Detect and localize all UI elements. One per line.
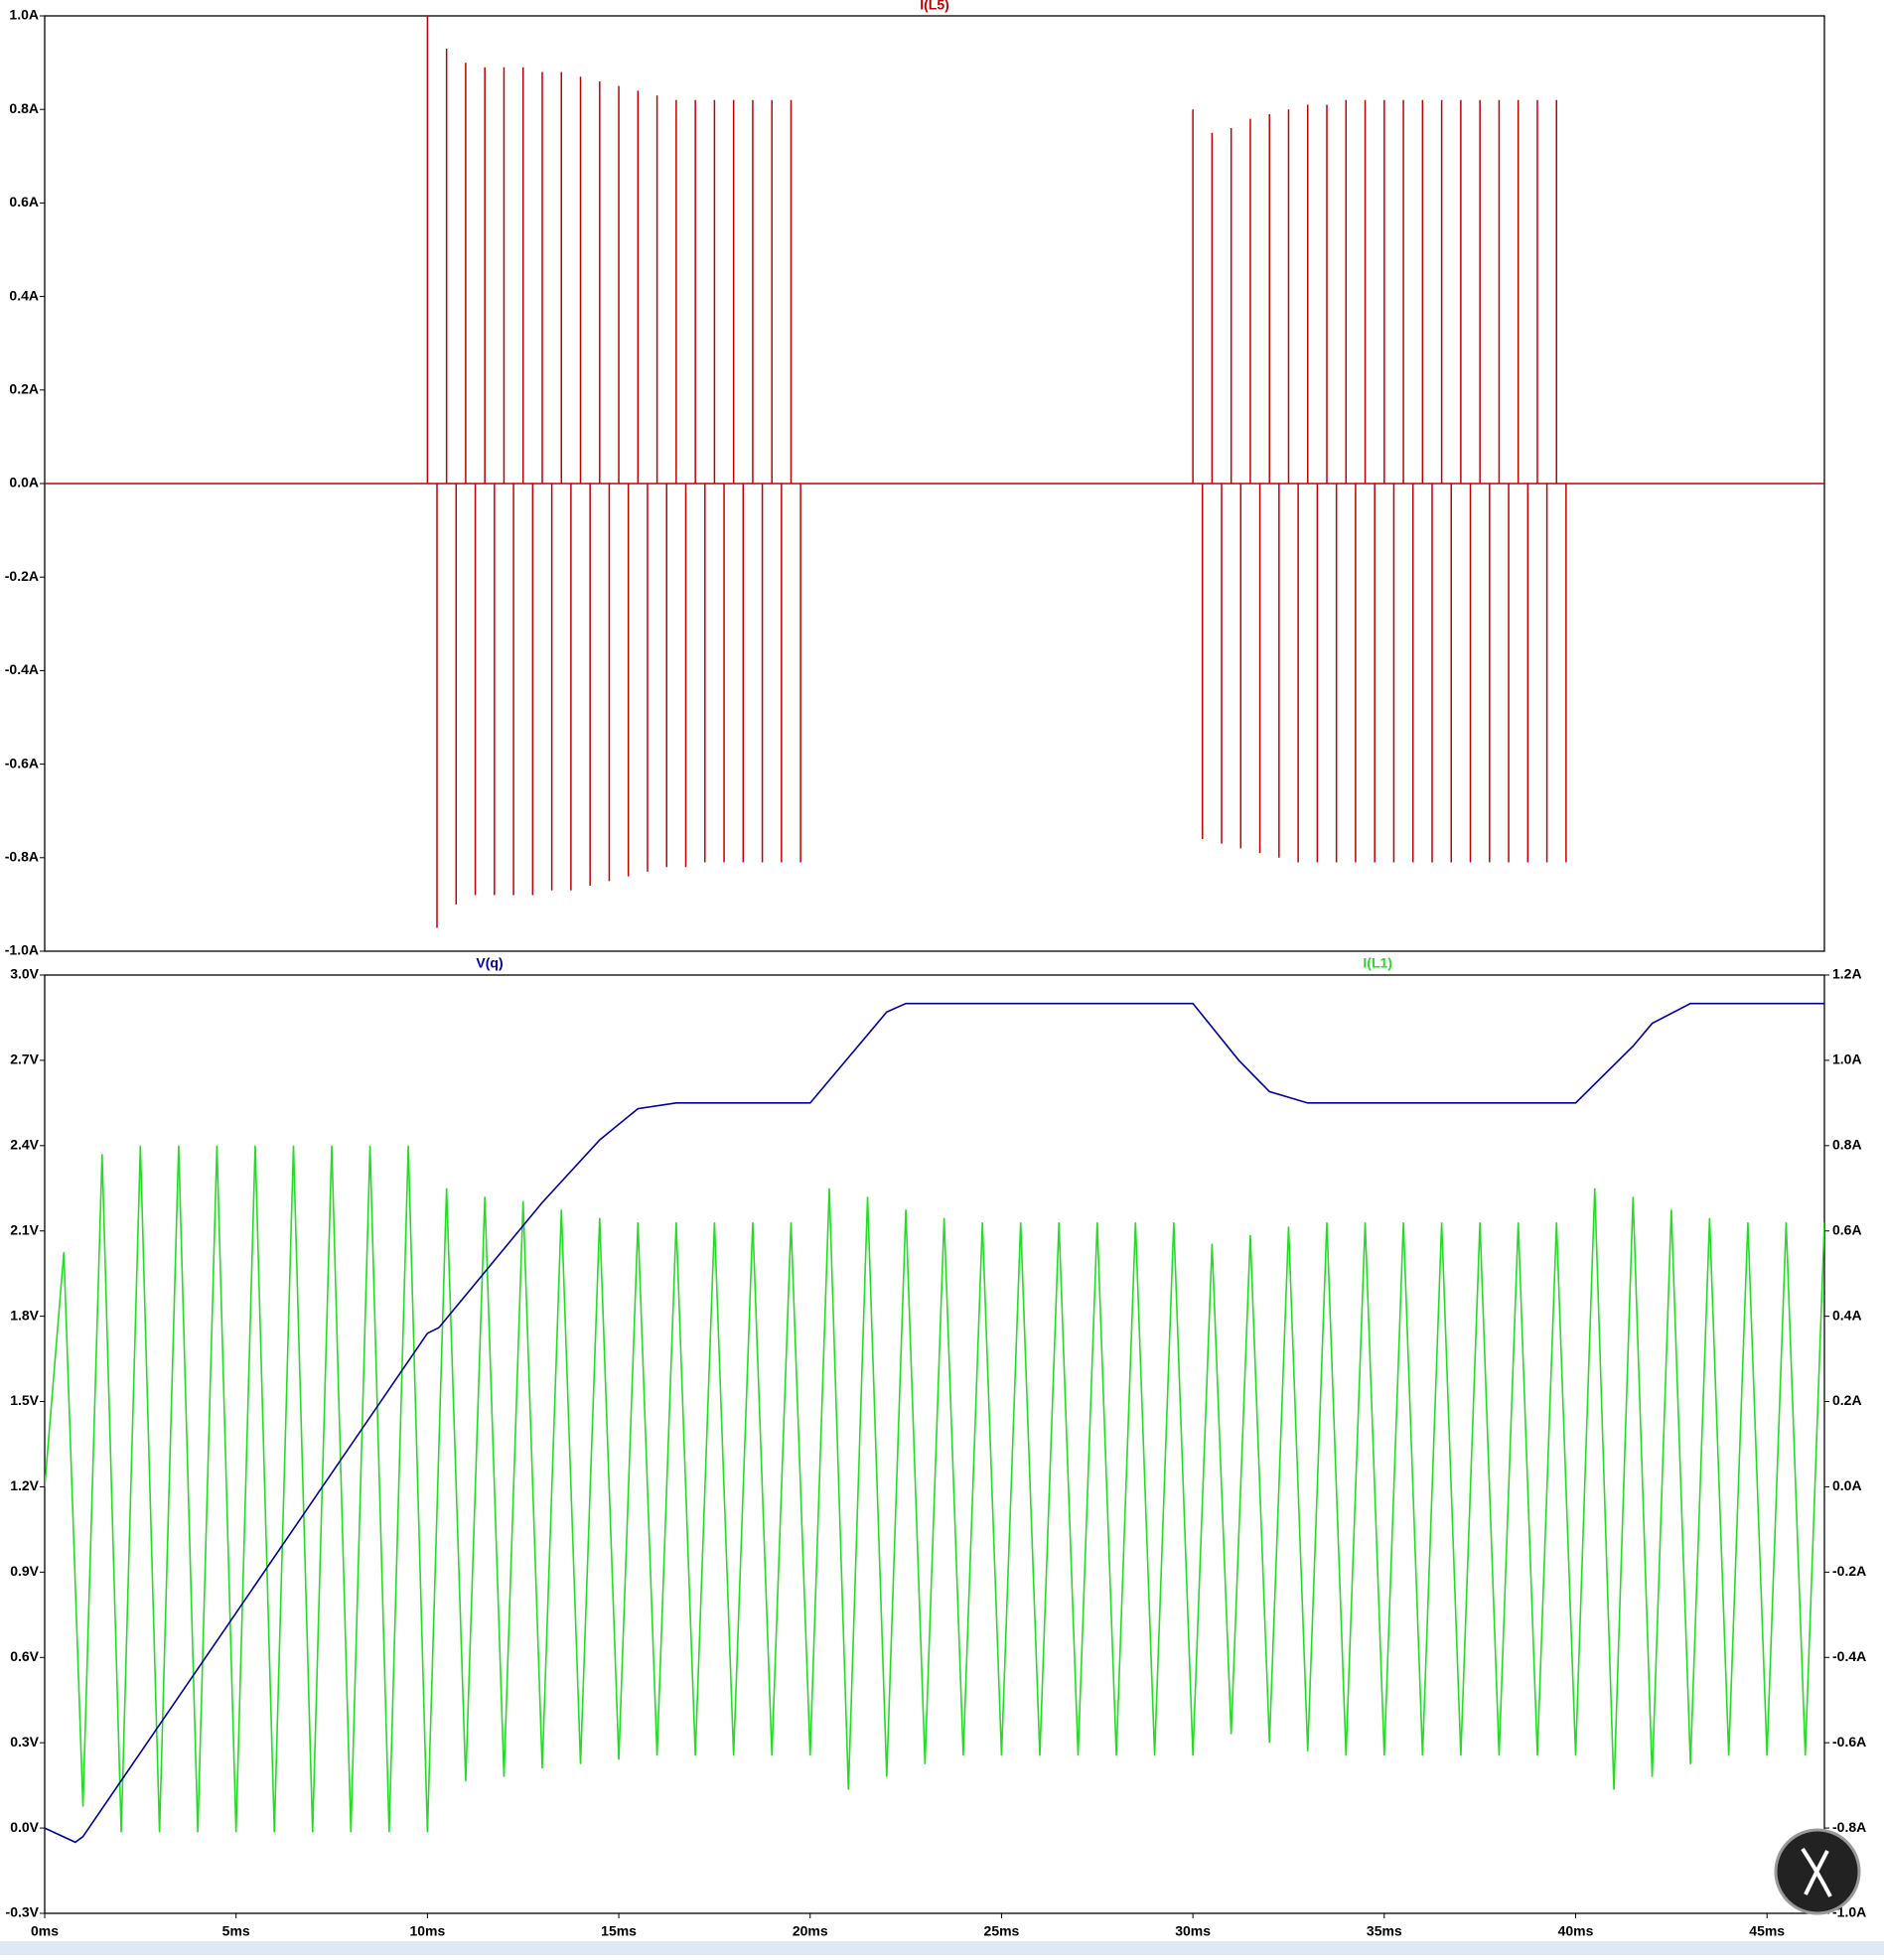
plot-frame: [44, 974, 1825, 1914]
y-tick-label: 1.2V: [10, 1477, 39, 1493]
y-tick-label: 0.6V: [10, 1648, 39, 1664]
x-tick-label: 30ms: [1175, 1923, 1211, 1939]
y-tick-label: -0.6A: [5, 755, 39, 770]
y-tick-label: 3.0V: [10, 966, 39, 982]
y2-tick-label: -0.6A: [1832, 1734, 1866, 1750]
y-tick-label: 0.3V: [10, 1734, 39, 1750]
x-tick-label: 20ms: [793, 1923, 828, 1939]
traces: [45, 16, 1824, 928]
y2-tick-label: 0.4A: [1832, 1307, 1862, 1323]
x-tick-label: 5ms: [222, 1923, 250, 1939]
y-tick-label: -0.4A: [5, 661, 39, 677]
app-logo[interactable]: [1773, 1827, 1862, 1916]
y-tick-label: 2.4V: [10, 1137, 39, 1153]
y-tick-label: 0.2A: [9, 381, 39, 397]
y2-tick-label: -0.8A: [1832, 1819, 1866, 1835]
x-tick-label: 45ms: [1749, 1923, 1785, 1939]
y-tick-label: -0.8A: [5, 849, 39, 865]
y-tick-label: 2.1V: [10, 1221, 39, 1237]
y-tick-label: 0.9V: [10, 1563, 39, 1579]
x-tick-label: 15ms: [601, 1923, 637, 1939]
y-tick-label: -0.2A: [5, 568, 39, 584]
y-tick-label: 1.8V: [10, 1307, 39, 1323]
y-tick-label: 2.7V: [10, 1051, 39, 1067]
y2-tick-label: -0.4A: [1832, 1648, 1866, 1664]
x-tick-label: 40ms: [1558, 1923, 1594, 1939]
y2-tick-label: 1.0A: [1832, 1051, 1862, 1067]
y-tick-label: 0.0V: [10, 1819, 39, 1835]
y-tick-label: 0.6A: [9, 194, 39, 210]
y2-tick-label: -0.2A: [1832, 1563, 1866, 1579]
y2-tick-label: 0.6A: [1832, 1221, 1862, 1237]
x-tick-label: 35ms: [1367, 1923, 1402, 1939]
status-strip: [0, 1941, 1884, 1955]
x-tick-label: 10ms: [409, 1923, 445, 1939]
trace-name: I(L1): [1363, 955, 1392, 971]
y-tick-label: 0.0A: [9, 475, 39, 490]
trace: [45, 1002, 1824, 1844]
y-tick-label: 1.5V: [10, 1392, 39, 1408]
y-tick-label: 0.8A: [9, 100, 39, 116]
y2-tick-label: -1.0A: [1832, 1904, 1866, 1920]
y-tick-label: -0.3V: [6, 1904, 40, 1920]
x-tick-label: 0ms: [31, 1923, 59, 1939]
y2-tick-label: 0.0A: [1832, 1477, 1862, 1493]
y2-tick-label: 1.2A: [1832, 966, 1862, 982]
traces: [45, 1002, 1824, 1844]
x-tick-label: 25ms: [984, 1923, 1020, 1939]
trace-name: V(q): [476, 955, 503, 971]
logo-glyph: [1801, 1847, 1832, 1897]
y-tick-label: 0.4A: [9, 287, 39, 303]
y-tick-label: 1.0A: [9, 7, 39, 23]
trace: [45, 1145, 1824, 1833]
y2-tick-label: 0.2A: [1832, 1392, 1862, 1408]
trace-title: I(L5): [920, 0, 949, 13]
y2-tick-label: 0.8A: [1832, 1137, 1862, 1153]
y-tick-label: -1.0A: [5, 942, 39, 958]
